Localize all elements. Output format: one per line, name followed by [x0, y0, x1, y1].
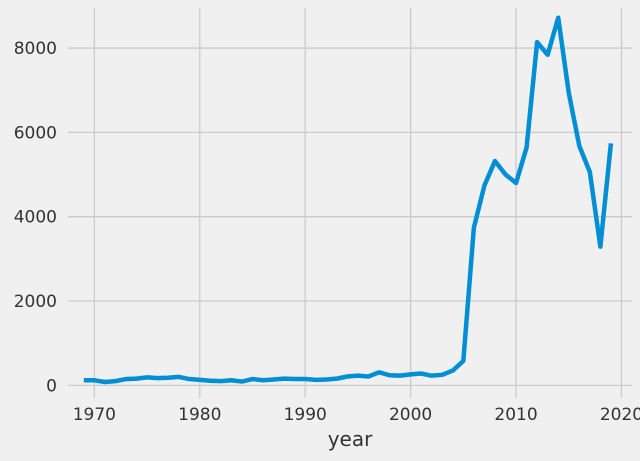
- x-tick-label: 1990: [284, 405, 327, 425]
- x-axis-label: year: [328, 427, 373, 451]
- y-tick-labels: 0 2000 4000 6000 8000: [14, 39, 57, 396]
- y-tick-label: 4000: [14, 208, 57, 228]
- y-tick-label: 0: [46, 376, 57, 396]
- grid-lines: [68, 8, 632, 398]
- x-tick-labels: 1970 1980 1990 2000 2010 2020: [73, 405, 640, 425]
- x-tick-label: 1970: [73, 405, 116, 425]
- y-tick-label: 6000: [14, 123, 57, 143]
- y-tick-label: 8000: [14, 39, 57, 59]
- x-tick-label: 2000: [389, 405, 432, 425]
- x-tick-label: 2020: [600, 405, 640, 425]
- x-tick-label: 1980: [178, 405, 221, 425]
- series-line: [83, 15, 614, 385]
- series-lines: [83, 15, 614, 385]
- x-tick-label: 2010: [494, 405, 537, 425]
- y-tick-label: 2000: [14, 292, 57, 312]
